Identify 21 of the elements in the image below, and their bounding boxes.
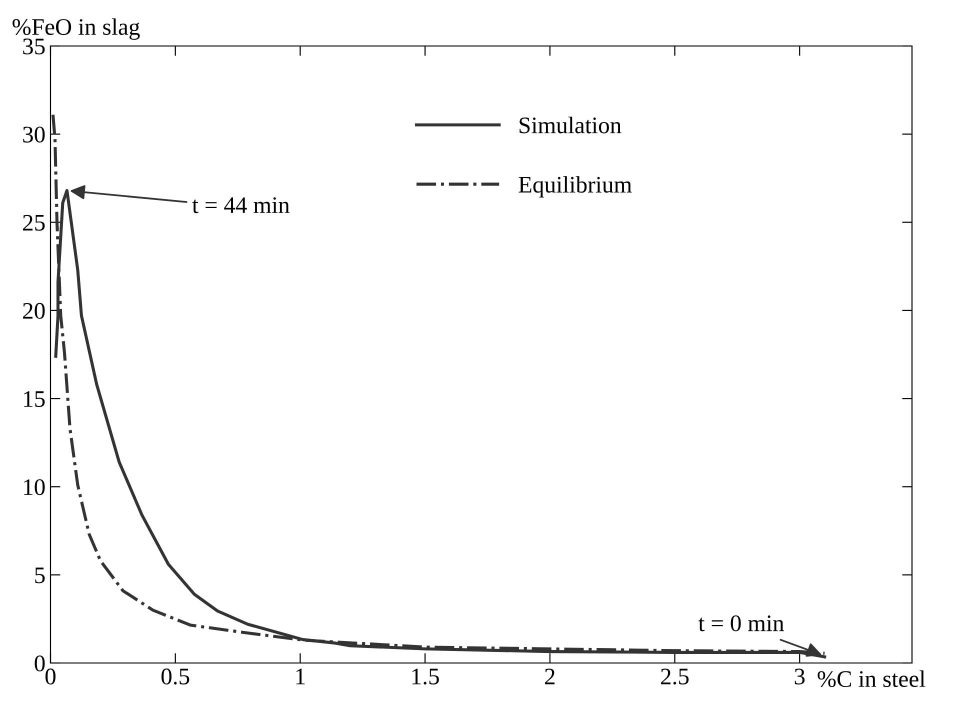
x-tick-label: 2 — [545, 668, 555, 684]
x-tick-label: 2.5 — [661, 668, 689, 685]
y-tick-label: 35 — [23, 38, 45, 54]
legend-label: Equilibrium — [518, 176, 632, 198]
y-tick-label: 30 — [23, 126, 45, 143]
y-tick-label: 20 — [23, 302, 45, 319]
y-tick-label: 0 — [34, 655, 45, 672]
annotation: t = 0 min — [698, 615, 784, 632]
y-tick-label: 5 — [35, 568, 45, 584]
x-axis-title: %C in steel — [818, 670, 926, 688]
x-tick-label: 3 — [794, 668, 805, 684]
y-tick-label: 25 — [23, 214, 45, 231]
legend-label: Simulation — [520, 116, 622, 134]
x-tick-label: 0 — [45, 668, 56, 684]
x-tick-label: 0.5 — [162, 668, 190, 685]
x-tick-label: 1 — [296, 668, 305, 684]
y-tick-label: 15 — [24, 391, 45, 407]
annotation: t = 44 min — [192, 197, 290, 214]
x-tick-label: 1.5 — [412, 668, 439, 685]
y-axis-title: %FeO in slag — [12, 18, 140, 40]
y-tick-label: 10 — [24, 479, 45, 496]
